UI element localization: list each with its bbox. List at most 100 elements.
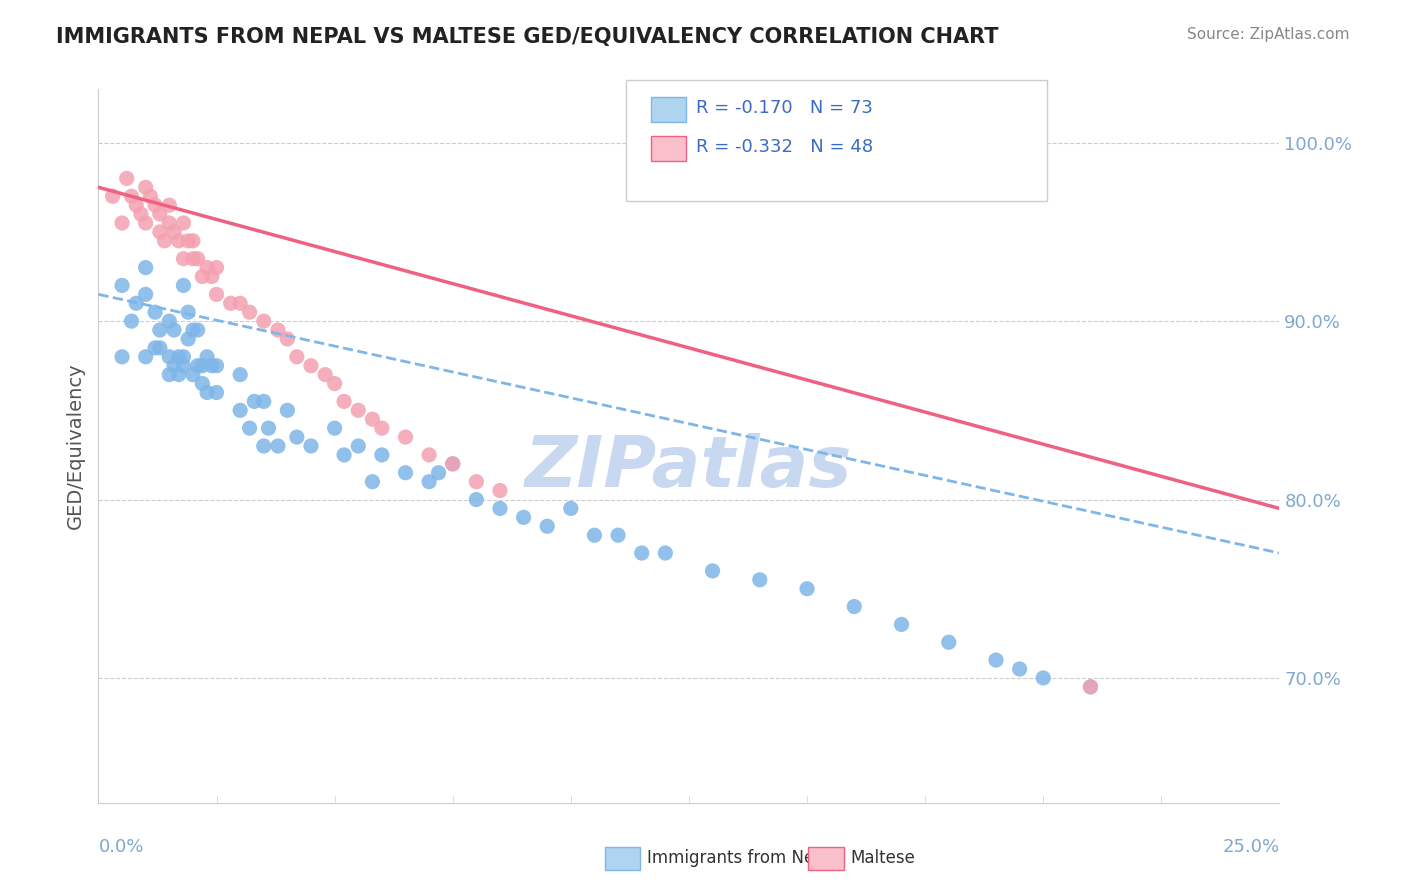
Point — [285, 430, 308, 444]
Point — [111, 278, 134, 293]
Point — [177, 332, 200, 346]
Text: Source: ZipAtlas.com: Source: ZipAtlas.com — [1187, 27, 1350, 42]
Point — [844, 599, 866, 614]
Point — [702, 564, 724, 578]
Point — [299, 439, 322, 453]
Point — [465, 492, 488, 507]
Point — [239, 305, 262, 319]
Text: 25.0%: 25.0% — [1222, 838, 1279, 855]
Point — [153, 234, 176, 248]
Point — [323, 376, 346, 391]
Point — [347, 439, 370, 453]
Point — [195, 260, 218, 275]
Point — [583, 528, 606, 542]
Point — [796, 582, 818, 596]
Point — [191, 376, 214, 391]
Point — [167, 368, 190, 382]
Point — [172, 216, 194, 230]
Point — [984, 653, 1007, 667]
Point — [560, 501, 582, 516]
Point — [135, 260, 157, 275]
Point — [201, 269, 224, 284]
Point — [243, 394, 266, 409]
Point — [253, 394, 276, 409]
Point — [143, 341, 166, 355]
Point — [1032, 671, 1054, 685]
Point — [115, 171, 138, 186]
Point — [257, 421, 280, 435]
Text: ZIPatlas: ZIPatlas — [526, 433, 852, 502]
Point — [135, 350, 157, 364]
Point — [187, 252, 209, 266]
Point — [1080, 680, 1102, 694]
Point — [195, 350, 218, 364]
Point — [172, 359, 194, 373]
Point — [512, 510, 534, 524]
Point — [163, 323, 186, 337]
Point — [890, 617, 912, 632]
Point — [361, 412, 384, 426]
Point — [149, 225, 172, 239]
Point — [101, 189, 124, 203]
Point — [536, 519, 558, 533]
Text: Immigrants from Nepal: Immigrants from Nepal — [647, 849, 839, 867]
Point — [181, 323, 204, 337]
Point — [285, 350, 308, 364]
Point — [748, 573, 770, 587]
Point — [938, 635, 960, 649]
Point — [157, 216, 180, 230]
Point — [143, 198, 166, 212]
Point — [111, 216, 134, 230]
Point — [418, 475, 440, 489]
Point — [630, 546, 652, 560]
Point — [139, 189, 162, 203]
Point — [167, 234, 190, 248]
Point — [1008, 662, 1031, 676]
Point — [172, 252, 194, 266]
Point — [149, 207, 172, 221]
Point — [239, 421, 262, 435]
Point — [191, 269, 214, 284]
Point — [441, 457, 464, 471]
Point — [205, 385, 228, 400]
Text: IMMIGRANTS FROM NEPAL VS MALTESE GED/EQUIVALENCY CORRELATION CHART: IMMIGRANTS FROM NEPAL VS MALTESE GED/EQU… — [56, 27, 998, 46]
Point — [191, 359, 214, 373]
Point — [299, 359, 322, 373]
Point — [143, 305, 166, 319]
Point — [253, 439, 276, 453]
Point — [157, 350, 180, 364]
Point — [135, 216, 157, 230]
Point — [167, 350, 190, 364]
Point — [201, 359, 224, 373]
Point — [229, 368, 252, 382]
Y-axis label: GED/Equivalency: GED/Equivalency — [66, 363, 84, 529]
Point — [157, 368, 180, 382]
Text: Maltese: Maltese — [851, 849, 915, 867]
Point — [229, 403, 252, 417]
Point — [333, 394, 356, 409]
Point — [205, 287, 228, 301]
Point — [276, 403, 298, 417]
Point — [253, 314, 276, 328]
Point — [229, 296, 252, 310]
Point — [465, 475, 488, 489]
Text: R = -0.332   N = 48: R = -0.332 N = 48 — [696, 138, 873, 156]
Point — [135, 287, 157, 301]
Point — [219, 296, 242, 310]
Point — [125, 296, 148, 310]
Point — [489, 501, 512, 516]
Point — [267, 439, 290, 453]
Point — [371, 421, 394, 435]
Point — [187, 359, 209, 373]
Point — [205, 359, 228, 373]
Point — [333, 448, 356, 462]
Point — [177, 305, 200, 319]
Point — [172, 278, 194, 293]
Point — [314, 368, 336, 382]
Point — [418, 448, 440, 462]
Point — [441, 457, 464, 471]
Point — [195, 385, 218, 400]
Point — [135, 180, 157, 194]
Point — [1080, 680, 1102, 694]
Point — [205, 260, 228, 275]
